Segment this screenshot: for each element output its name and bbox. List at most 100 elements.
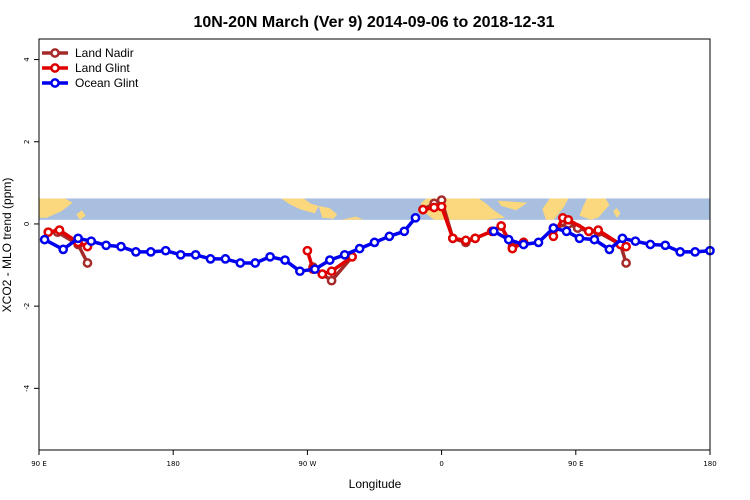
legend-item-0: Land Nadir <box>42 46 134 60</box>
data-point <box>460 235 471 246</box>
y-tick-label: -4 <box>23 384 31 392</box>
data-point <box>310 264 320 275</box>
map-land-6 <box>497 200 528 211</box>
data-point <box>190 249 201 260</box>
data-point <box>630 236 641 247</box>
data-point <box>73 233 83 244</box>
data-point <box>39 234 50 245</box>
legend-item-2: Ocean Glint <box>42 76 139 90</box>
data-point <box>621 258 631 268</box>
data-point <box>58 244 69 255</box>
x-axis-label: Longitude <box>349 477 402 491</box>
series-2 <box>39 212 715 277</box>
data-point <box>503 234 514 245</box>
map-land-3 <box>318 205 338 219</box>
data-point <box>175 249 186 260</box>
data-point <box>220 254 231 264</box>
data-point <box>563 214 574 225</box>
series-layer <box>39 195 715 286</box>
data-point <box>295 266 305 277</box>
data-point <box>589 234 600 245</box>
data-point <box>235 258 246 268</box>
data-point <box>280 255 290 265</box>
data-point <box>399 226 410 237</box>
data-point <box>302 245 313 256</box>
data-point <box>326 275 337 286</box>
data-point <box>418 204 428 215</box>
data-point <box>145 247 156 257</box>
data-point <box>326 266 337 277</box>
map-strip <box>39 198 710 220</box>
data-point <box>507 243 518 254</box>
legend-label: Land Glint <box>75 61 130 75</box>
data-point <box>593 225 604 235</box>
x-axis: 90 E 180 90 W 0 90 E 180 <box>31 450 717 468</box>
data-point <box>339 249 350 260</box>
x-tick-label: 180 <box>703 460 716 468</box>
data-point <box>675 247 686 257</box>
data-point <box>621 241 631 252</box>
y-tick-label: 0 <box>23 222 31 226</box>
y-tick-label: 4 <box>23 57 31 62</box>
map-land-1 <box>76 210 86 220</box>
data-point <box>488 226 499 237</box>
x-tick-label: 180 <box>167 460 180 468</box>
x-tick-label: 90 W <box>298 460 316 468</box>
plot-frame <box>38 38 711 451</box>
x-tick-label: 0 <box>439 460 443 468</box>
data-point <box>160 245 171 256</box>
data-point <box>317 269 328 279</box>
y-tick-label: 2 <box>23 140 31 144</box>
data-point <box>447 233 458 244</box>
map-land-0 <box>39 198 73 218</box>
chart-title: 10N-20N March (Ver 9) 2014-09-06 to 2018… <box>193 14 554 31</box>
map-land-4 <box>340 216 364 220</box>
data-point <box>410 212 421 223</box>
data-point <box>645 239 656 250</box>
map-land-7 <box>542 198 569 220</box>
y-tick-label: -2 <box>23 303 31 310</box>
map-strip-ocean <box>39 198 710 220</box>
data-point <box>82 258 93 268</box>
data-point <box>354 243 365 254</box>
data-point <box>496 221 507 231</box>
data-point <box>324 255 335 265</box>
data-point <box>101 240 111 251</box>
y-axis: 4 2 0 -2 -4 <box>23 57 39 392</box>
data-point <box>617 233 628 244</box>
map-land-8 <box>579 198 610 220</box>
series-line-1-0 <box>47 228 89 249</box>
data-point <box>548 223 559 233</box>
data-point <box>574 233 585 244</box>
data-point <box>116 241 126 252</box>
data-point <box>583 226 594 237</box>
legend-swatch-marker <box>50 78 60 88</box>
map-land-2 <box>281 198 319 214</box>
legend-swatch-marker <box>50 63 60 73</box>
data-point <box>384 231 395 242</box>
data-point <box>436 201 447 212</box>
data-point <box>86 236 97 247</box>
legend-swatch-marker <box>50 48 60 58</box>
data-point <box>660 240 671 251</box>
data-point <box>429 202 439 213</box>
map-land-9 <box>613 208 621 218</box>
legend-label: Land Nadir <box>75 46 134 60</box>
data-point <box>518 239 529 250</box>
data-point <box>604 244 615 255</box>
legend-item-1: Land Glint <box>42 61 130 75</box>
data-point <box>690 247 700 257</box>
data-point <box>561 226 572 237</box>
data-point <box>265 251 275 262</box>
data-point <box>54 225 65 235</box>
data-point <box>205 254 216 264</box>
x-tick-label: 90 E <box>568 460 584 468</box>
data-point <box>470 233 481 244</box>
data-point <box>250 258 261 268</box>
data-point <box>533 237 544 248</box>
x-tick-label: 90 E <box>31 460 47 468</box>
data-point <box>131 247 141 257</box>
